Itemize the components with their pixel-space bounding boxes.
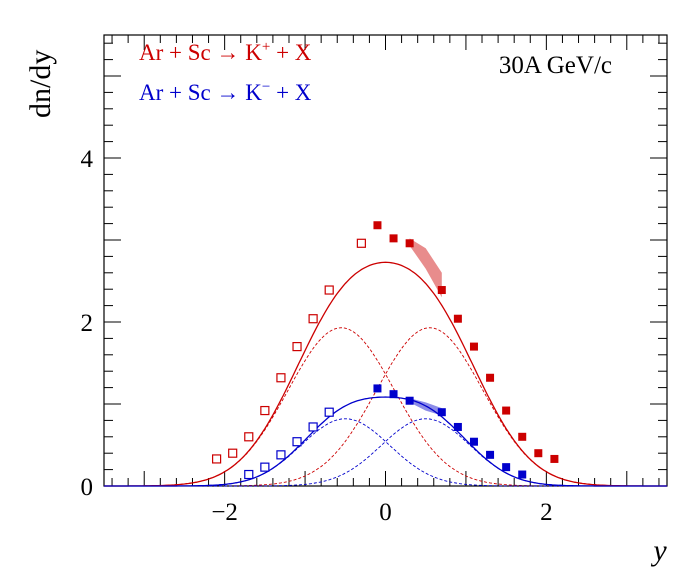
y-tick-label: 0 bbox=[81, 474, 94, 501]
energy-annotation: 30A GeV/c bbox=[499, 52, 612, 79]
kminus-measured-point bbox=[518, 470, 527, 479]
legend-kminus-sup: − bbox=[262, 79, 270, 95]
axis-ticks bbox=[104, 35, 667, 487]
kminus-measured-point bbox=[389, 390, 398, 399]
y-tick-label: 2 bbox=[81, 310, 94, 337]
kplus-measured-point bbox=[469, 342, 478, 351]
kplus-reflected-point bbox=[244, 432, 254, 442]
legend-kminus-suffix: + X bbox=[270, 80, 311, 105]
kplus-reflected-point bbox=[276, 373, 286, 383]
kminus-measured-point bbox=[373, 384, 382, 393]
legend-kplus-suffix: + X bbox=[270, 40, 311, 65]
data-points bbox=[212, 221, 559, 480]
kplus-measured-point bbox=[437, 286, 446, 295]
kminus-reflected-point bbox=[260, 462, 270, 472]
x-tick-label: −2 bbox=[211, 499, 238, 526]
kplus-measured-point bbox=[518, 432, 527, 441]
y-axis-title: dn/dy bbox=[24, 50, 57, 118]
y-tick-label: 4 bbox=[81, 146, 94, 173]
kplus-reflected-point bbox=[324, 285, 334, 295]
fit-curves bbox=[104, 261, 667, 487]
kplus-reflected-point bbox=[228, 448, 238, 458]
kminus-fit-total bbox=[104, 396, 667, 487]
kplus-reflected-point bbox=[260, 405, 270, 416]
legend: Ar + Sc → K+ + X Ar + Sc → K− + X bbox=[139, 39, 312, 105]
x-axis-title: y bbox=[650, 534, 667, 567]
kminus-reflected-point bbox=[244, 469, 254, 480]
kminus-measured-point bbox=[469, 437, 478, 446]
kplus-reflected-point bbox=[212, 454, 222, 464]
kplus-measured-point bbox=[502, 406, 511, 415]
kplus-reflected-point bbox=[356, 238, 366, 248]
legend-kplus-prefix: Ar + Sc → K bbox=[139, 40, 262, 65]
kplus-reflected-point bbox=[292, 342, 302, 352]
legend-entry-kminus: Ar + Sc → K− + X bbox=[139, 79, 312, 105]
kplus-measured-point bbox=[534, 449, 543, 458]
kminus-reflected-point bbox=[308, 422, 318, 432]
kplus-syst-band bbox=[409, 238, 442, 298]
kminus-measured-point bbox=[486, 450, 495, 459]
kplus-measured-point bbox=[453, 314, 462, 323]
systematic-bands bbox=[409, 238, 442, 416]
kplus-fit-gauss-right bbox=[104, 327, 667, 487]
kplus-reflected-point bbox=[308, 314, 318, 324]
kplus-fit-gauss-left bbox=[104, 327, 667, 487]
kplus-measured-point bbox=[405, 239, 414, 248]
kminus-measured-point bbox=[453, 422, 462, 431]
kminus-measured-point bbox=[502, 463, 511, 472]
kplus-measured-point bbox=[486, 373, 495, 382]
tick-labels: −2 0 2 0 2 4 bbox=[81, 146, 553, 526]
kminus-measured-point bbox=[405, 396, 414, 405]
x-tick-label: 2 bbox=[540, 499, 553, 526]
legend-kminus-prefix: Ar + Sc → K bbox=[139, 80, 262, 105]
kminus-reflected-point bbox=[292, 437, 302, 447]
legend-entry-kplus: Ar + Sc → K+ + X bbox=[139, 39, 312, 65]
kplus-measured-point bbox=[373, 221, 382, 230]
kminus-reflected-point bbox=[324, 407, 334, 417]
legend-kplus-sup: + bbox=[262, 39, 270, 55]
kplus-fit-total bbox=[104, 261, 667, 487]
kminus-reflected-point bbox=[276, 450, 286, 460]
kplus-measured-point bbox=[550, 454, 559, 463]
kplus-measured-point bbox=[389, 234, 398, 243]
kminus-measured-point bbox=[437, 408, 446, 417]
x-tick-label: 0 bbox=[379, 499, 392, 526]
